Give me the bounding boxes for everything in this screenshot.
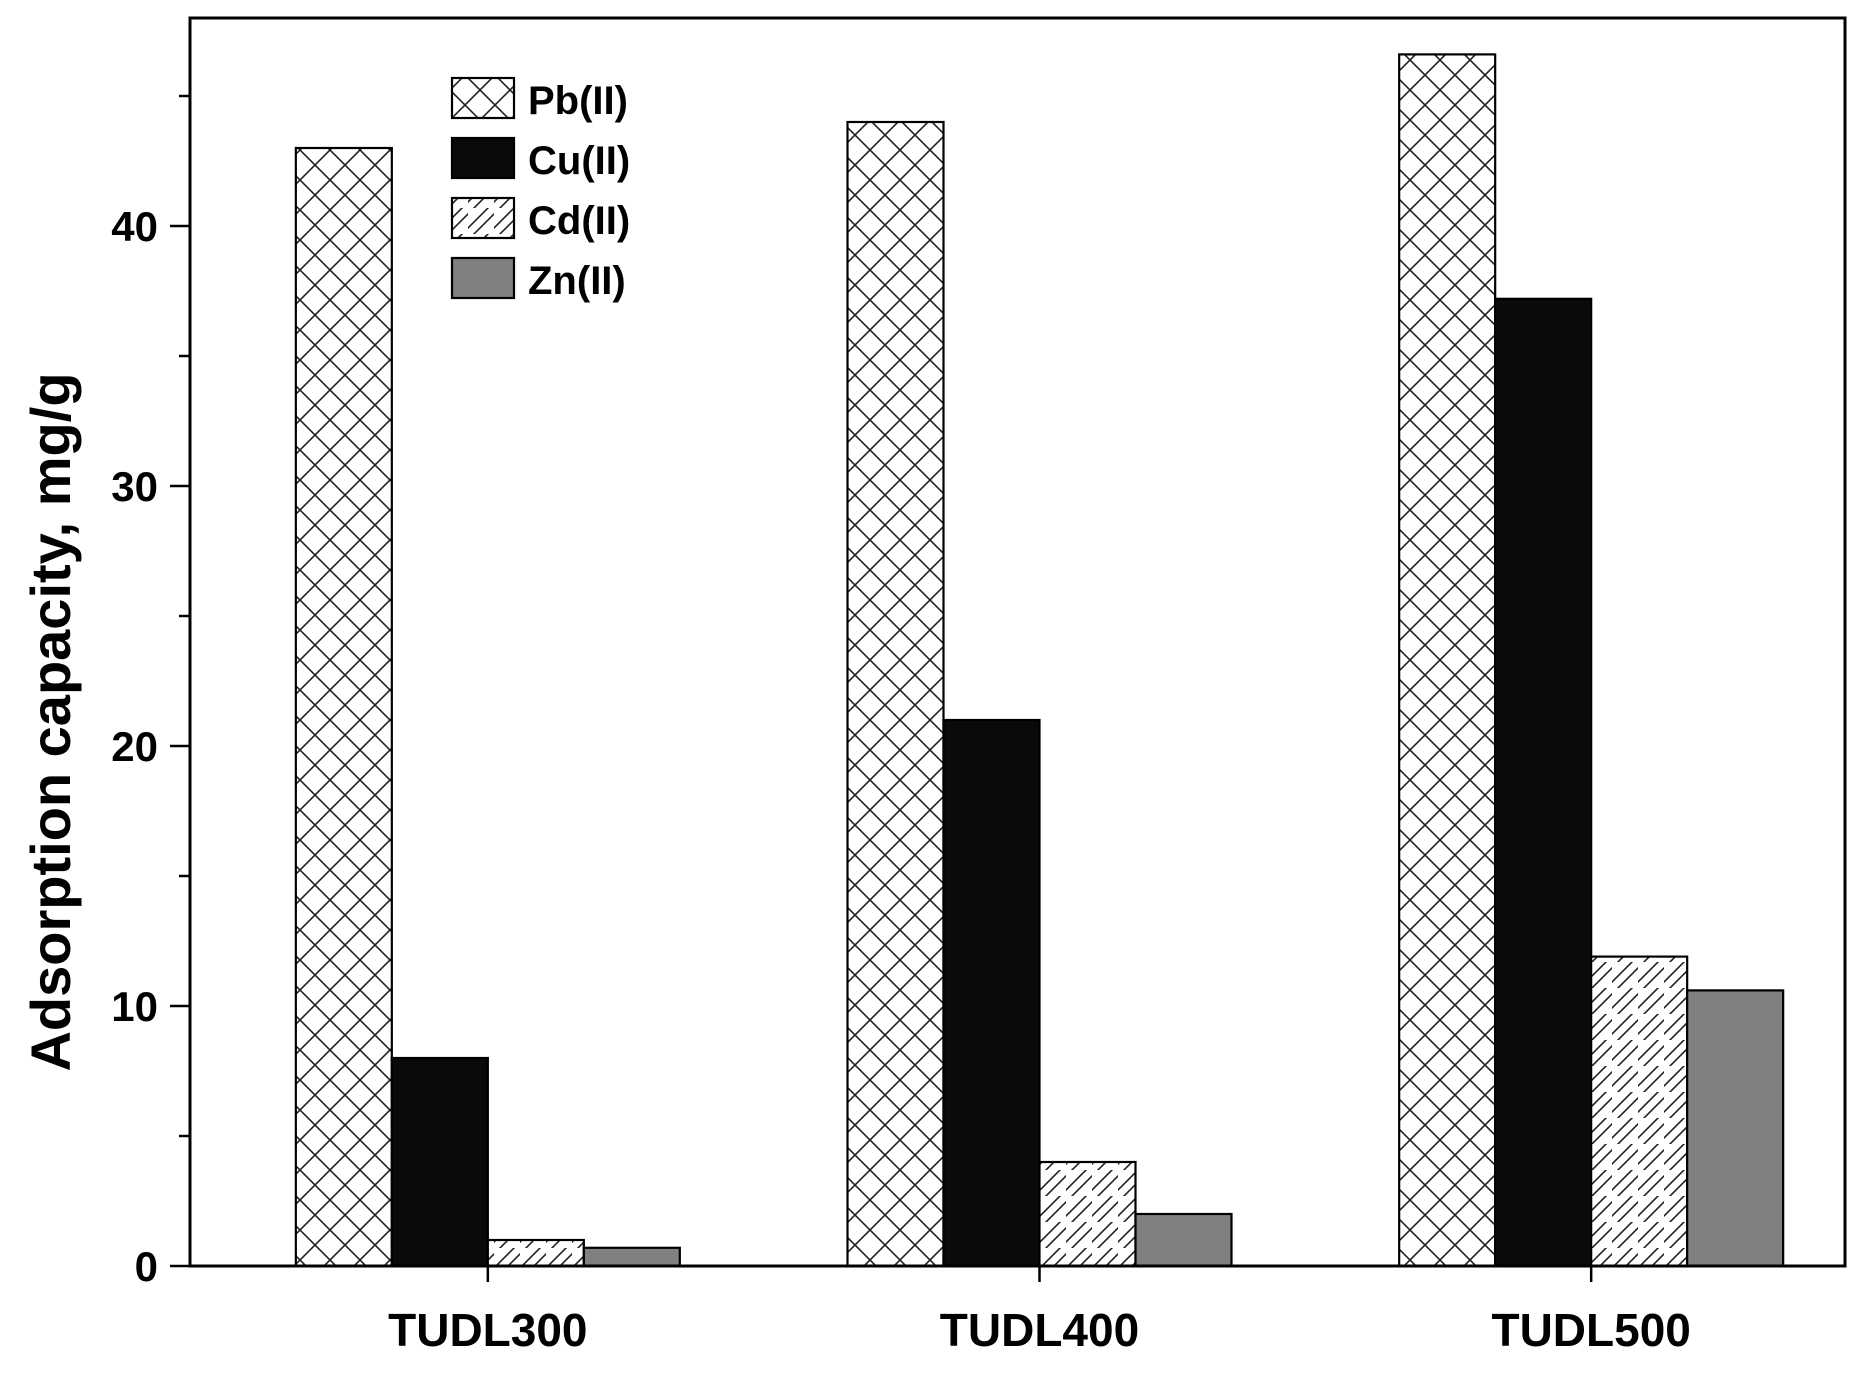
y-tick-label-40: 40 [111, 203, 158, 250]
legend-swatch-cdii [450, 196, 516, 240]
bar-cuii-tudl300[interactable] [390, 1056, 489, 1268]
legend-swatch-cuii [450, 136, 516, 180]
x-tick-label-tudl500: TUDL500 [1491, 1304, 1690, 1356]
y-tick-label-10: 10 [111, 983, 158, 1030]
legend-label-znii: Zn(II) [528, 259, 626, 303]
bar-pbii-tudl400[interactable] [846, 120, 945, 1268]
legend-label-cuii: Cu(II) [528, 139, 630, 183]
legend-label-cdii: Cd(II) [528, 199, 630, 243]
x-tick-label-tudl400: TUDL400 [940, 1304, 1139, 1356]
bar-znii-tudl500[interactable] [1686, 989, 1785, 1268]
plot-frame [188, 16, 1847, 1268]
bar-pbii-tudl300[interactable] [294, 146, 393, 1268]
legend-swatch-pbii [450, 76, 516, 120]
y-tick-label-30: 30 [111, 463, 158, 510]
y-tick-label-0: 0 [135, 1243, 158, 1290]
bar-cdii-tudl500[interactable] [1590, 955, 1689, 1268]
y-tick-label-20: 20 [111, 723, 158, 770]
bar-cdii-tudl300[interactable] [486, 1238, 585, 1268]
bar-znii-tudl300[interactable] [582, 1246, 681, 1268]
bar-cuii-tudl400[interactable] [942, 718, 1041, 1268]
legend-label-pbii: Pb(II) [528, 79, 628, 123]
bar-cdii-tudl400[interactable] [1038, 1160, 1137, 1268]
bar-pbii-tudl500[interactable] [1398, 53, 1497, 1268]
y-axis-title: Adsorption capacity, mg/g [19, 372, 82, 1071]
x-tick-label-tudl300: TUDL300 [388, 1304, 587, 1356]
bar-znii-tudl400[interactable] [1134, 1212, 1233, 1268]
legend-swatch-znii [450, 256, 516, 300]
bar-cuii-tudl500[interactable] [1494, 297, 1593, 1268]
